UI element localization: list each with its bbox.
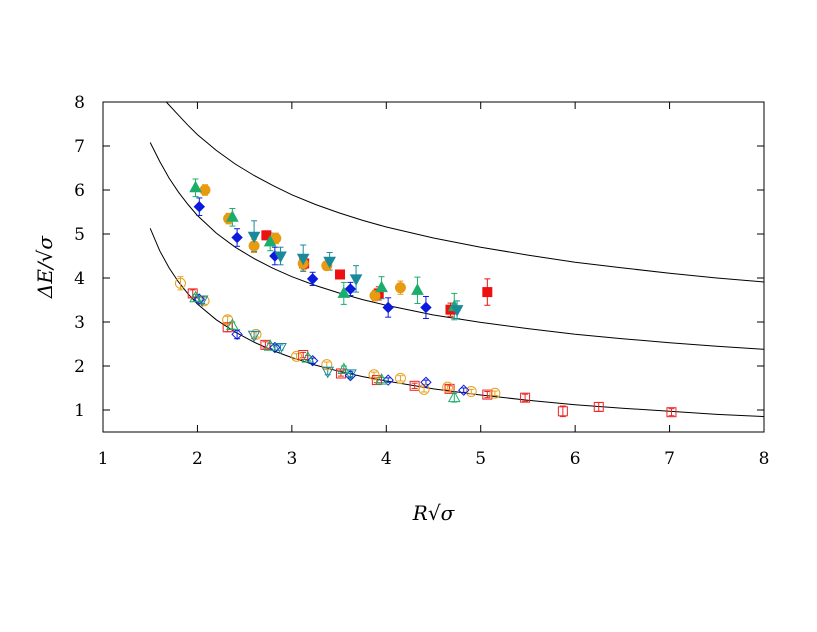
- data-point-circle-filled: [369, 290, 381, 302]
- data-point-triangle-down-filled: [296, 253, 310, 266]
- y-tick-label: 5: [74, 225, 85, 245]
- data-point-square-open: [593, 401, 604, 412]
- data-point-square-filled: [261, 230, 272, 241]
- data-point-square-filled: [482, 287, 493, 298]
- x-tick-label: 8: [759, 449, 770, 469]
- fit-curve: [165, 101, 765, 283]
- data-point-square-open: [482, 389, 493, 400]
- x-tick-label: 2: [192, 449, 203, 469]
- data-point-circle-open: [250, 328, 262, 340]
- data-point-triangle-up-filled: [375, 280, 388, 293]
- data-point-circle-open: [174, 277, 186, 289]
- x-tick-label: 6: [570, 449, 581, 469]
- data-point-diamond-open: [193, 293, 206, 305]
- data-point-triangle-down-open: [247, 330, 261, 343]
- plot-frame: [102, 101, 765, 433]
- data-point-triangle-down-open: [321, 366, 335, 379]
- data-point-circle-filled: [199, 184, 211, 196]
- data-point-circle-open: [368, 369, 380, 381]
- x-tick-label: 3: [286, 449, 297, 469]
- data-point-diamond-open: [306, 355, 319, 367]
- axis-tick-labels: 1 2 3 4 5 6 7 8 1 2 3 4 5 6 7 8: [74, 93, 769, 469]
- data-point-triangle-down-open: [274, 343, 287, 355]
- data-point-square-open: [444, 383, 455, 394]
- data-point-triangle-down-filled: [247, 231, 261, 244]
- data-point-triangle-down-filled: [323, 256, 336, 269]
- data-point-circle-open: [291, 350, 303, 362]
- data-point-triangle-up-open: [263, 339, 277, 351]
- data-point-triangle-up-filled: [411, 283, 424, 295]
- data-point-triangle-up-open: [189, 290, 202, 303]
- y-tick-label: 8: [74, 93, 85, 113]
- data-point-triangle-up-filled: [337, 286, 351, 298]
- data-point-triangle-up-open: [301, 351, 315, 363]
- data-point-diamond-open: [382, 374, 394, 386]
- data-point-triangle-up-open: [447, 390, 461, 403]
- data-point-square-filled: [335, 269, 346, 280]
- data-point-diamond-filled: [193, 201, 206, 213]
- data-point-circle-open: [442, 381, 454, 393]
- data-point-triangle-down-filled: [349, 274, 363, 286]
- data-point-triangle-up-open: [337, 362, 351, 375]
- data-point-triangle-down-filled: [274, 251, 287, 264]
- data-point-triangle-up-open: [375, 373, 388, 385]
- data-point-diamond-filled: [231, 231, 243, 244]
- y-axis-label: ΔE/√σ: [33, 235, 57, 300]
- data-point-triangle-up-filled: [226, 210, 239, 222]
- data-point-square-open: [666, 407, 677, 418]
- data-point-square-open: [222, 322, 233, 333]
- x-tick-label: 1: [98, 449, 109, 469]
- data-point-square-open: [557, 406, 568, 417]
- x-tick-label: 5: [475, 449, 486, 469]
- y-tick-label: 1: [74, 401, 85, 421]
- data-point-triangle-up-open: [226, 318, 239, 331]
- data-point-circle-open: [489, 387, 501, 399]
- x-tick-label: 4: [381, 449, 392, 469]
- data-point-diamond-open: [458, 384, 470, 396]
- data-point-circle-open: [418, 383, 430, 395]
- data-point-triangle-down-open: [344, 369, 357, 381]
- data-point-diamond-open: [231, 328, 243, 341]
- data-point-triangle-up-filled: [189, 180, 202, 193]
- y-tick-label: 4: [74, 269, 85, 289]
- data-point-square-open: [520, 392, 531, 403]
- data-point-triangle-down-filled: [450, 305, 464, 317]
- x-tick-label: 7: [664, 449, 675, 469]
- axis-ticks: [102, 101, 765, 432]
- data-point-diamond-filled: [344, 283, 357, 295]
- data-point-circle-open: [394, 372, 406, 384]
- data-point-diamond-filled: [420, 301, 432, 314]
- fit-curves: [149, 101, 765, 418]
- data-point-triangle-down-open: [195, 295, 209, 308]
- fit-curve: [149, 228, 765, 418]
- x-axis-label: R√σ: [412, 501, 456, 525]
- data-point-square-open: [298, 350, 309, 360]
- data-point-diamond-filled: [382, 301, 394, 314]
- data-point-diamond-open: [420, 376, 432, 388]
- y-tick-label: 3: [74, 313, 85, 333]
- data-point-diamond-open: [269, 341, 281, 354]
- data-point-triangle-up-filled: [263, 234, 277, 247]
- y-tick-label: 7: [74, 137, 85, 157]
- y-tick-label: 6: [74, 181, 85, 201]
- data-point-circle-open: [321, 359, 333, 371]
- data-point-circle-filled: [394, 282, 406, 294]
- error-bars: [177, 178, 675, 418]
- y-tick-label: 2: [74, 357, 85, 377]
- data-points: [174, 180, 677, 418]
- data-point-square-open: [409, 380, 420, 391]
- data-point-circle-open: [465, 386, 477, 398]
- data-point-diamond-filled: [306, 273, 319, 285]
